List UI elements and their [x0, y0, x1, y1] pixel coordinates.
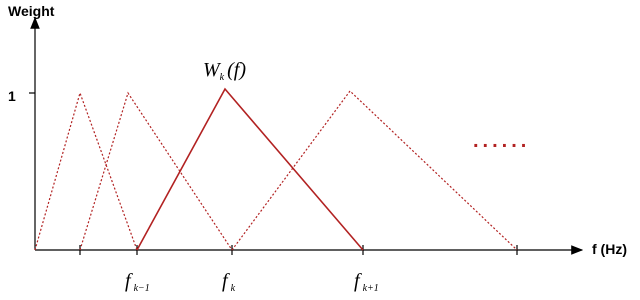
x-label-main: f: [354, 270, 362, 292]
x-label-main: f: [222, 270, 230, 292]
y-tick-label: 1: [8, 88, 16, 104]
x-label-main: f: [125, 270, 133, 292]
curve-label-main: W: [203, 59, 222, 81]
x-axis-label: f (Hz): [592, 241, 627, 257]
x-label-sub: k−1: [134, 283, 150, 294]
x-label-sub: k+1: [363, 283, 379, 294]
filter-dotted: [231, 90, 518, 251]
continuation-dots: ......: [473, 130, 530, 152]
x-label-sub: k: [231, 283, 236, 294]
x-label: f k+1: [354, 270, 379, 294]
curve-label-arg: (f): [227, 59, 246, 81]
curve-label: Wk (f): [203, 59, 246, 83]
filter-solid: [136, 87, 364, 251]
curve-label-sub: k: [220, 72, 225, 83]
filter-dotted: [79, 91, 233, 251]
filter-dotted: [34, 91, 138, 251]
x-label: f k−1: [125, 270, 150, 294]
y-axis-label: Weight: [8, 3, 55, 19]
